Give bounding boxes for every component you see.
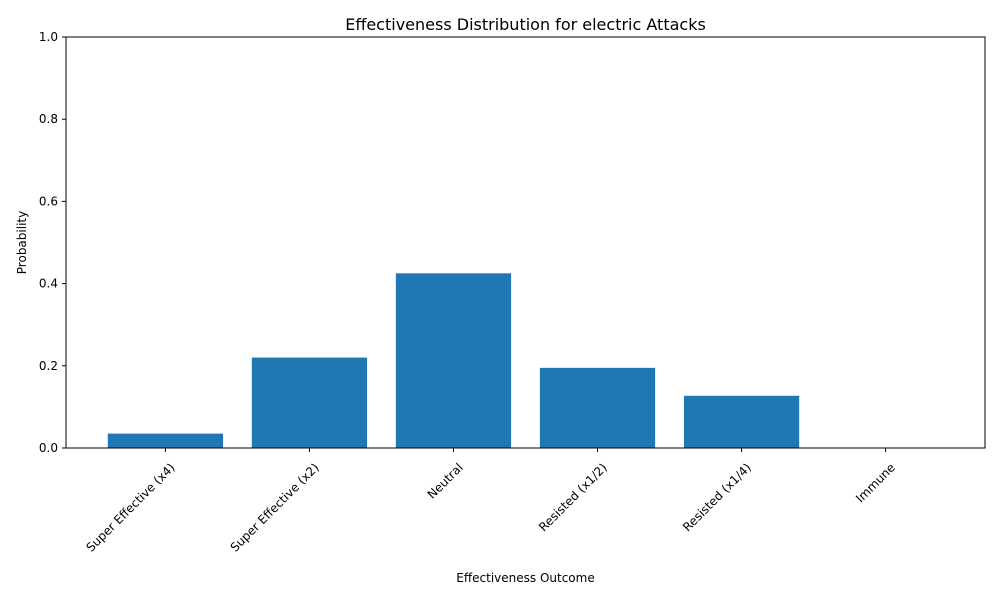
y-tick-label: 1.0 [39, 30, 58, 44]
x-axis: Super Effective (x4) Super Effective (x2)… [84, 448, 898, 555]
y-tick-label: 0.4 [39, 277, 58, 291]
bar-3 [539, 367, 656, 448]
plot-frame [65, 36, 986, 449]
x-tick-label: Resisted (x1/4) [680, 460, 754, 534]
y-tick-label: 0.2 [39, 359, 58, 373]
y-axis: 0.0 0.2 0.4 0.6 0.8 1.0 [39, 30, 66, 455]
x-axis-label: Effectiveness Outcome [456, 571, 594, 585]
y-tick-label: 0.8 [39, 112, 58, 126]
bar-1 [251, 357, 368, 448]
x-tick-label: Super Effective (x4) [84, 460, 178, 554]
x-tick-label: Super Effective (x2) [228, 460, 322, 554]
x-tick-label: Immune [853, 460, 898, 505]
x-tick-label: Neutral [425, 460, 466, 501]
bar-2 [395, 273, 512, 448]
x-tick-label: Resisted (x1/2) [536, 460, 610, 534]
bar-0 [107, 433, 224, 448]
y-axis-label: Probability [15, 211, 29, 274]
y-tick-label: 0.0 [39, 441, 58, 455]
y-tick-label: 0.6 [39, 194, 58, 208]
bar-4 [683, 395, 800, 448]
bars-group [107, 273, 800, 448]
chart-title: Effectiveness Distribution for electric … [345, 15, 706, 34]
